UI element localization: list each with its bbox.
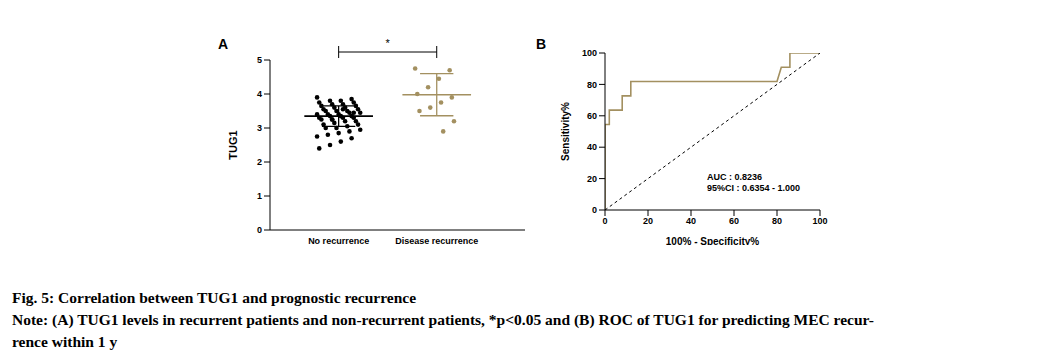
svg-text:Disease recurrence: Disease recurrence	[395, 236, 478, 246]
html-text:AUC : 0.8236: AUC : 0.8236	[707, 172, 762, 182]
svg-text:1: 1	[257, 191, 262, 201]
html-text:A: A	[218, 36, 229, 52]
html-text:95%CI : 0.6354 - 1.000: 95%CI : 0.6354 - 1.000	[707, 183, 801, 193]
html-text:Fig. 5: Correlation between TU: Fig. 5: Correlation between TUG1 and pro…	[12, 289, 417, 306]
svg-text:60: 60	[729, 216, 739, 226]
svg-text:TUG1: TUG1	[227, 130, 239, 159]
svg-text:80: 80	[587, 80, 597, 90]
svg-text:*: *	[386, 37, 391, 49]
svg-text:0: 0	[602, 216, 607, 226]
svg-text:80: 80	[772, 216, 782, 226]
svg-text:Sensitivity%: Sensitivity%	[560, 102, 571, 161]
svg-text:20: 20	[643, 216, 653, 226]
svg-text:100: 100	[582, 48, 597, 58]
svg-text:5: 5	[257, 55, 262, 65]
svg-text:40: 40	[686, 216, 696, 226]
svg-text:3: 3	[257, 123, 262, 133]
svg-text:0: 0	[592, 205, 597, 215]
html-text:Note: (A) TUG1 levels in recur: Note: (A) TUG1 levels in recurrent patie…	[12, 311, 874, 328]
svg-text:100% - Specificity%: 100% - Specificity%	[666, 236, 759, 245]
svg-text:20: 20	[587, 174, 597, 184]
html-text:B: B	[536, 36, 547, 52]
svg-text:0: 0	[257, 225, 262, 235]
html-text:rence within 1 y: rence within 1 y	[12, 333, 118, 350]
svg-text:No recurrence: No recurrence	[308, 236, 369, 246]
svg-text:4: 4	[257, 89, 262, 99]
svg-text:2: 2	[257, 157, 262, 167]
svg-text:60: 60	[587, 111, 597, 121]
svg-text:100: 100	[812, 216, 827, 226]
svg-text:40: 40	[587, 142, 597, 152]
